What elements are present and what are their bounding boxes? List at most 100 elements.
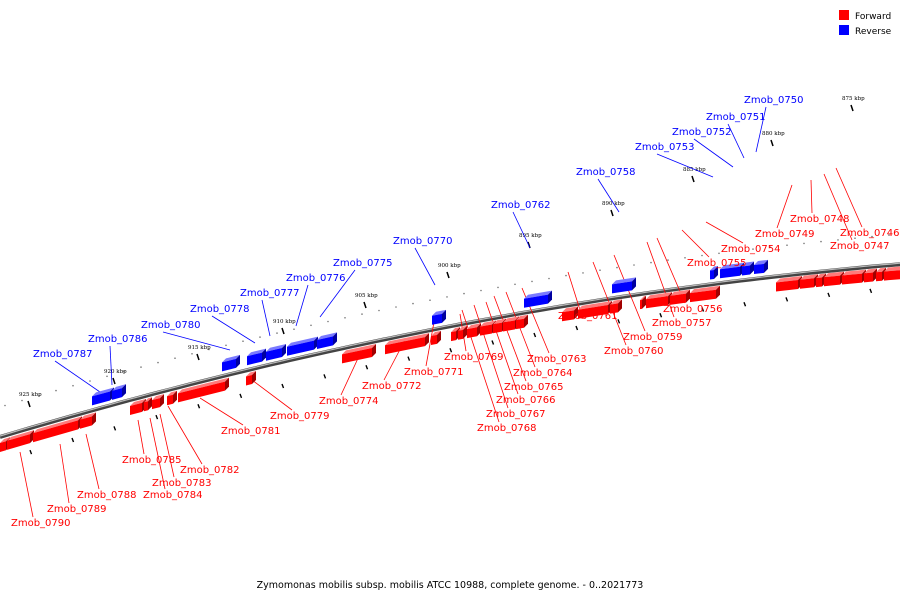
gene-label-zmob-0763[interactable]: Zmob_0763: [527, 354, 587, 365]
gene-label-zmob-0765[interactable]: Zmob_0765: [504, 382, 564, 393]
scale-dot: [327, 320, 329, 323]
gene-label-zmob-0772[interactable]: Zmob_0772: [362, 381, 422, 392]
connector-zmob-0754: [705, 221, 744, 244]
gene-label-zmob-0762[interactable]: Zmob_0762: [491, 200, 551, 211]
scale-dot: [293, 328, 295, 331]
gene-label-zmob-0757[interactable]: Zmob_0757: [652, 318, 712, 329]
gene-label-zmob-0780[interactable]: Zmob_0780: [141, 320, 201, 331]
connector-zmob-0755: [681, 229, 710, 258]
scale-dot: [276, 332, 278, 334]
gene-label-zmob-0771[interactable]: Zmob_0771: [404, 367, 464, 378]
gene-label-zmob-0786[interactable]: Zmob_0786: [88, 334, 148, 345]
scale-dash: [785, 297, 789, 302]
forward-gene-block: [503, 316, 519, 332]
gene-label-zmob-0779[interactable]: Zmob_0779: [270, 411, 330, 422]
gene-label-zmob-0766[interactable]: Zmob_0766: [496, 395, 556, 406]
forward-gene-block: [824, 271, 844, 287]
legend-forward-label: Forward: [855, 12, 891, 22]
forward-gene-block: [458, 325, 467, 340]
scale-dash: [155, 414, 159, 420]
scale-dot: [599, 269, 601, 272]
gene-label-zmob-0764[interactable]: Zmob_0764: [513, 368, 573, 379]
gene-label-zmob-0783[interactable]: Zmob_0783: [152, 478, 212, 489]
gene-label-zmob-0754[interactable]: Zmob_0754: [721, 244, 781, 255]
forward-gene-block: [80, 412, 96, 429]
scale-dash: [239, 393, 243, 399]
gene-label-zmob-0788[interactable]: Zmob_0788: [77, 490, 137, 501]
scale-dot: [667, 259, 669, 261]
scale-dash: [197, 404, 201, 409]
gene-label-zmob-0777[interactable]: Zmob_0777: [240, 288, 300, 299]
connector-zmob-0764: [505, 291, 536, 368]
scale-dot: [820, 240, 822, 243]
gene-label-zmob-0749[interactable]: Zmob_0749: [755, 229, 815, 240]
reverse-gene-block: [524, 290, 552, 308]
scale-dash: [449, 348, 453, 353]
forward-gene-block: [610, 299, 622, 314]
gene-label-zmob-0756[interactable]: Zmob_0756: [663, 304, 723, 315]
gene-label-zmob-0755[interactable]: Zmob_0755: [687, 258, 747, 269]
gene-label-zmob-0746[interactable]: Zmob_0746: [840, 228, 900, 239]
legend-forward-swatch: [839, 10, 849, 20]
gene-label-zmob-0767[interactable]: Zmob_0767: [486, 409, 546, 420]
scale-dash: [491, 340, 495, 345]
scale-dot: [208, 348, 210, 351]
gene-label-zmob-0781[interactable]: Zmob_0781: [221, 426, 281, 437]
connector-zmob-0776: [295, 284, 309, 327]
gene-features: [0, 259, 900, 452]
scale-dot: [38, 394, 40, 397]
tick-label-905-kbp: 905 kbp: [355, 293, 378, 299]
connector-zmob-0765: [493, 295, 527, 382]
forward-gene-block: [776, 276, 802, 292]
tick-label-915-kbp: 915 kbp: [188, 345, 211, 351]
forward-gene-block: [842, 269, 866, 285]
gene-label-zmob-0761[interactable]: Zmob_0761: [558, 311, 618, 322]
scale-dot: [888, 234, 890, 236]
scale-dot: [463, 292, 465, 295]
gene-label-zmob-0759[interactable]: Zmob_0759: [623, 332, 683, 343]
scale-dot: [4, 404, 6, 407]
gene-label-zmob-0776[interactable]: Zmob_0776: [286, 273, 346, 284]
gene-label-zmob-0774[interactable]: Zmob_0774: [319, 396, 379, 407]
scale-dot: [548, 277, 550, 280]
connector-zmob-0757: [646, 241, 675, 318]
scale-dash: [71, 437, 75, 443]
gene-label-zmob-0787[interactable]: Zmob_0787: [33, 349, 93, 360]
gene-label-zmob-0758[interactable]: Zmob_0758: [576, 167, 636, 178]
gene-label-zmob-0760[interactable]: Zmob_0760: [604, 346, 664, 357]
forward-gene-block: [670, 289, 690, 305]
connector-zmob-0784: [149, 417, 166, 490]
gene-label-zmob-0769[interactable]: Zmob_0769: [444, 352, 504, 363]
scale-dot: [242, 340, 244, 343]
connector-zmob-0750: [755, 106, 767, 153]
gene-label-zmob-0782[interactable]: Zmob_0782: [180, 465, 240, 476]
scale-dash: [659, 313, 663, 318]
gene-label-zmob-0790[interactable]: Zmob_0790: [11, 518, 71, 529]
gene-label-zmob-0751[interactable]: Zmob_0751: [706, 112, 766, 123]
scale-dot: [55, 389, 57, 392]
gene-label-zmob-0775[interactable]: Zmob_0775: [333, 258, 393, 269]
scale-dot: [616, 266, 618, 269]
gene-label-zmob-0785[interactable]: Zmob_0785: [122, 455, 182, 466]
gene-label-zmob-0768[interactable]: Zmob_0768: [477, 423, 537, 434]
scale-dash: [323, 374, 327, 379]
scale-dot: [395, 306, 397, 308]
gene-label-zmob-0753[interactable]: Zmob_0753: [635, 142, 695, 153]
gene-label-zmob-0752[interactable]: Zmob_0752: [672, 127, 732, 138]
gene-label-zmob-0789[interactable]: Zmob_0789: [47, 504, 107, 515]
scale-dot: [429, 299, 431, 302]
gene-label-zmob-0750[interactable]: Zmob_0750: [744, 95, 804, 106]
tick-mark: [112, 377, 116, 385]
gene-label-zmob-0748[interactable]: Zmob_0748: [790, 214, 850, 225]
gene-label-zmob-0770[interactable]: Zmob_0770: [393, 236, 453, 247]
tick-mark: [196, 353, 200, 361]
gene-label-zmob-0778[interactable]: Zmob_0778: [190, 304, 250, 315]
connector-zmob-0782: [167, 405, 203, 465]
gene-label-zmob-0784[interactable]: Zmob_0784: [143, 490, 203, 501]
connector-zmob-0761: [567, 271, 581, 311]
gene-label-zmob-0747[interactable]: Zmob_0747: [830, 241, 890, 252]
tick-mark: [691, 175, 695, 183]
scale-dash: [407, 356, 411, 361]
tick-mark: [850, 104, 854, 112]
